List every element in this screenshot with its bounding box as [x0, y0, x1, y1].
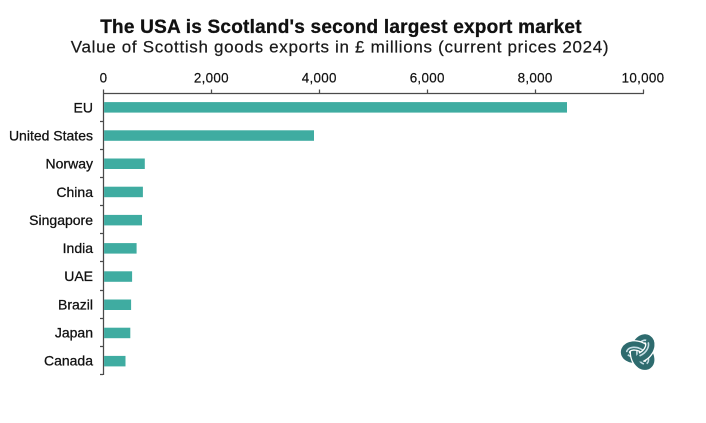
svg-text:Value of Scottish goods export: Value of Scottish goods exports in £ mil… [71, 37, 610, 56]
svg-text:The USA is Scotland's second l: The USA is Scotland's second largest exp… [100, 17, 582, 38]
svg-text:6,000: 6,000 [410, 70, 445, 85]
svg-text:Singapore: Singapore [29, 212, 93, 228]
svg-text:UAE: UAE [64, 268, 93, 284]
svg-text:10,000: 10,000 [622, 70, 665, 85]
svg-text:8,000: 8,000 [518, 70, 553, 85]
svg-text:Canada: Canada [44, 353, 93, 369]
svg-text:Brazil: Brazil [58, 296, 93, 312]
svg-text:2,000: 2,000 [194, 70, 229, 85]
svg-text:Norway: Norway [46, 156, 93, 172]
svg-text:Japan: Japan [55, 325, 93, 341]
svg-text:0: 0 [100, 70, 108, 85]
svg-text:EU: EU [74, 99, 93, 115]
svg-text:United States: United States [9, 128, 93, 144]
svg-text:India: India [63, 240, 94, 256]
svg-text:China: China [56, 184, 93, 200]
svg-text:4,000: 4,000 [302, 70, 337, 85]
